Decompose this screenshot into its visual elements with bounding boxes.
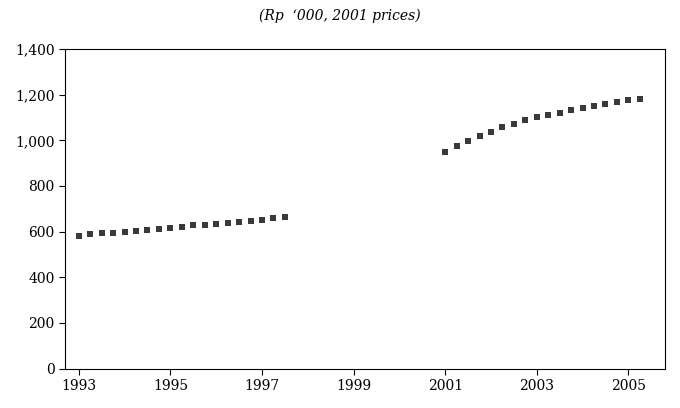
Text: (Rp  ‘000, 2001 prices): (Rp ‘000, 2001 prices)	[259, 8, 421, 22]
